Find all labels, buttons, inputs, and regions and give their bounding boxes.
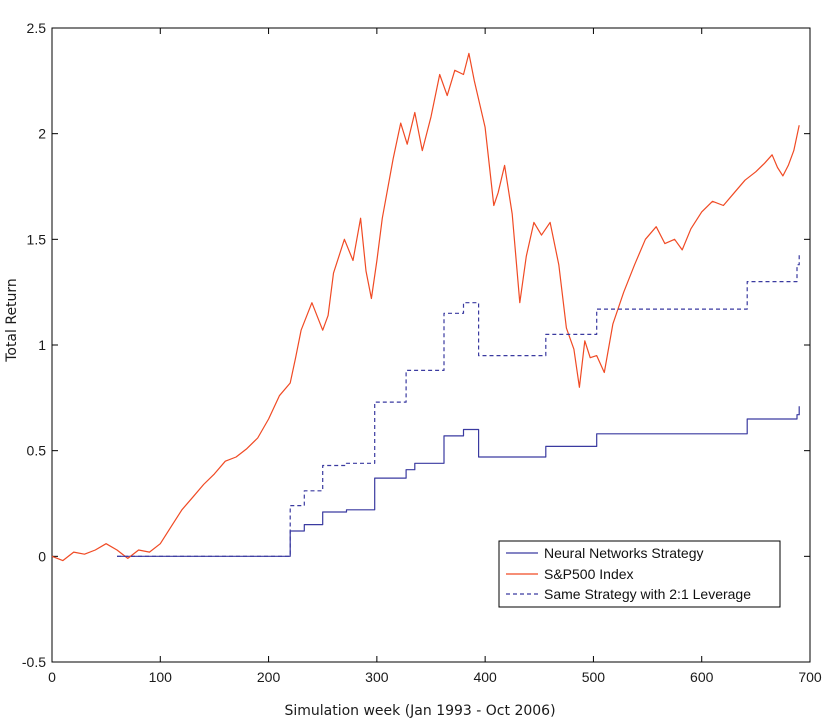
series-lines (51, 52, 800, 562)
x-tick-label: 600 (690, 669, 714, 685)
legend-box (498, 540, 781, 608)
y-tick-label: 1.5 (27, 231, 47, 247)
y-axis-title: Total Return (4, 278, 20, 363)
x-tick-label: 300 (365, 669, 389, 685)
series-nn-strategy (117, 406, 800, 557)
y-tick-label: 2 (38, 126, 46, 142)
x-tick-label: 100 (149, 669, 173, 685)
x-tick-label: 700 (798, 669, 822, 685)
y-axis-ticks: -0.5 0 0.5 1 1.5 2 2.5 (22, 20, 810, 670)
legend-label-sp500: S&P500 Index (544, 566, 634, 582)
y-tick-label: 1 (38, 337, 46, 353)
x-tick-label: 500 (582, 669, 606, 685)
y-tick-label: 0.5 (27, 443, 47, 459)
x-tick-label: 0 (48, 669, 56, 685)
series-leveraged-strategy (117, 254, 800, 557)
legend-label-leveraged-strategy: Same Strategy with 2:1 Leverage (544, 586, 751, 602)
series-sp500 (51, 52, 800, 562)
legend: Neural Networks Strategy S&P500 Index Sa… (498, 540, 781, 608)
x-tick-label: 400 (473, 669, 497, 685)
x-axis-ticks: 0 100 200 300 400 500 600 700 (48, 28, 822, 685)
y-tick-label: 2.5 (27, 20, 47, 36)
legend-label-nn-strategy: Neural Networks Strategy (544, 545, 704, 561)
y-tick-label: -0.5 (22, 654, 46, 670)
x-tick-label: 200 (257, 669, 281, 685)
x-axis-title: Simulation week (Jan 1993 - Oct 2006) (284, 703, 555, 719)
y-tick-label: 0 (38, 548, 46, 564)
